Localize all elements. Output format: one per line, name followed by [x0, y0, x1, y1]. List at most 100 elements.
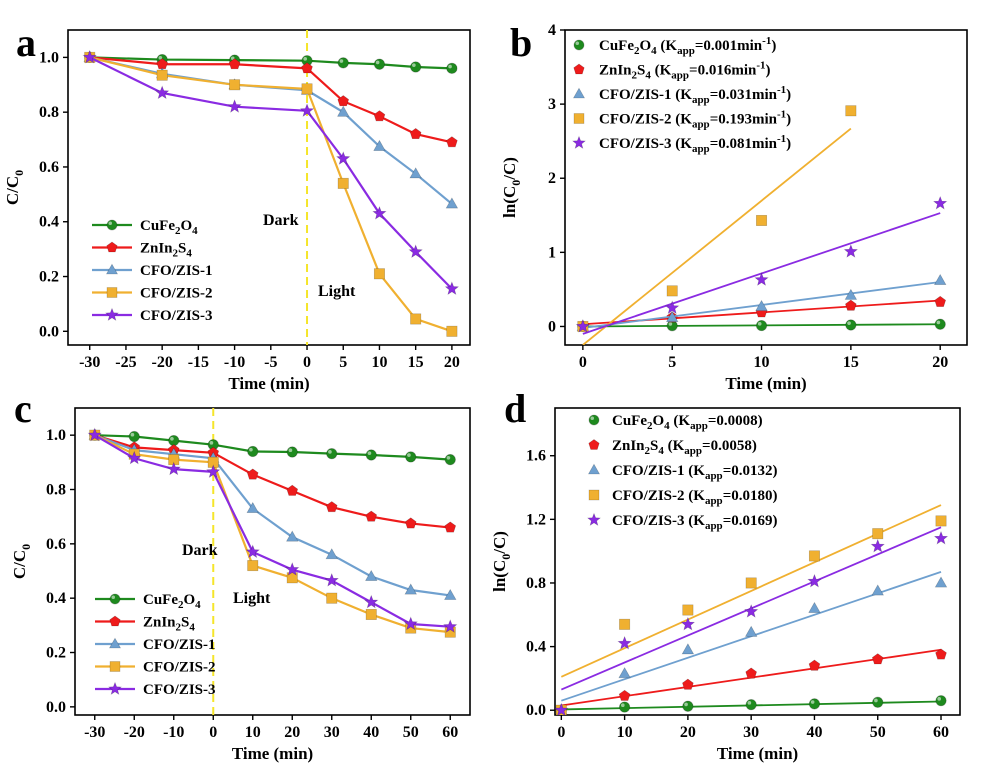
data-point: [934, 318, 946, 330]
x-tick-label: 60: [933, 724, 949, 741]
data-point: [365, 510, 378, 522]
legend-close: ): [752, 438, 757, 454]
legend-base: CFO/ZIS-3: [143, 682, 216, 698]
legend-marker: [573, 113, 585, 124]
x-tick-label: 30: [324, 724, 340, 741]
x-tick-label: 20: [284, 724, 300, 741]
legend-base: ZnIn: [143, 615, 176, 631]
data-point: [286, 446, 298, 458]
data-point-shine: [130, 432, 135, 437]
x-tick-label: 0: [579, 354, 587, 371]
data-point: [755, 319, 768, 332]
data-point: [325, 548, 338, 560]
data-point: [229, 79, 241, 91]
legend-mid: S: [637, 63, 645, 79]
legend-item: ZnIn2S4: [92, 241, 192, 260]
x-tick-label: 40: [806, 724, 822, 741]
data-point-shine: [367, 451, 372, 456]
legend-k: (K: [675, 136, 692, 152]
legend-item: CFO/ZIS-2 (Kapp=0.193min-1): [573, 109, 791, 131]
data-point-shine: [288, 448, 293, 453]
plot-area: [82, 30, 460, 345]
series-znin2s4: [555, 648, 947, 715]
data-point: [808, 659, 821, 671]
legend-k: (K: [675, 87, 692, 103]
x-tick-label: 0: [557, 724, 565, 741]
y-axis-label: ln(C0/C): [500, 157, 523, 218]
legend-item: ZnIn2S4: [95, 615, 195, 634]
legend-item: CFO/ZIS-3: [95, 681, 216, 698]
legend-item: CFO/ZIS-1 (Kapp=0.0132): [587, 463, 778, 482]
legend-sub: 4: [645, 70, 651, 82]
legend: CuFe2O4 (Kapp=0.001min-1) ZnIn2S4 (Kapp=0…: [572, 35, 791, 155]
legend-label: CFO/ZIS-1: [140, 263, 213, 279]
data-point: [446, 62, 458, 74]
x-tick-label: -20: [151, 354, 172, 371]
legend-sub: 2: [634, 45, 640, 57]
legend-k-value: =0.0008: [708, 413, 758, 429]
legend-label: CuFe2O4: [143, 592, 201, 611]
y-tick-label: 0.4: [526, 639, 546, 656]
data-point: [336, 151, 351, 165]
legend-sub: 4: [664, 420, 670, 432]
x-tick-label: 5: [339, 354, 347, 371]
legend-item: CuFe2O4 (Kapp=0.0008): [588, 413, 763, 432]
y-label-post: /C): [490, 531, 509, 555]
y-tick-label: 1.0: [46, 427, 66, 444]
legend-k-sub: app: [692, 143, 710, 155]
series-znin2s4: [88, 429, 457, 533]
legend-k: (K: [673, 413, 690, 429]
data-point: [326, 448, 338, 460]
y-tick-label: 0.0: [39, 323, 59, 340]
y-label-main: C/C: [3, 176, 22, 205]
x-axis-label: Time (min): [725, 374, 806, 393]
data-point: [373, 139, 386, 151]
series-line: [89, 56, 453, 205]
legend-item: CuFe2O4 (Kapp=0.001min-1): [573, 35, 776, 57]
y-tick-label: 1.2: [526, 511, 546, 528]
data-point: [444, 454, 456, 466]
data-point-shine: [446, 455, 451, 460]
x-tick-label: -10: [163, 724, 184, 741]
data-point: [845, 105, 857, 117]
legend-k: (K: [668, 438, 685, 454]
data-point: [247, 445, 259, 458]
x-tick-label: 15: [843, 354, 859, 371]
y-tick-label: 2: [548, 170, 556, 187]
plot-area: [575, 105, 948, 345]
data-point-shine: [620, 703, 625, 708]
y-label-sub: 0: [19, 544, 33, 550]
legend-label: CuFe2O4 (Kapp=0.001min-1): [599, 35, 776, 57]
legend-sub: 2: [645, 445, 651, 457]
legend-base: CuFe: [143, 592, 178, 608]
data-point: [128, 430, 140, 443]
legend-k-sub: app: [671, 70, 689, 82]
legend-marker: [105, 307, 119, 321]
data-point: [808, 601, 821, 613]
data-point: [404, 517, 417, 529]
y-tick-label: 0.6: [39, 159, 59, 176]
data-point: [845, 299, 857, 311]
data-point-shine: [684, 702, 688, 707]
x-tick-label: 10: [617, 724, 633, 741]
x-axis-label: Time (min): [717, 744, 798, 763]
data-point-shine: [668, 322, 673, 326]
legend-base: CFO/ZIS-1: [143, 637, 216, 653]
legend-label: CFO/ZIS-1 (Kapp=0.031min-1): [599, 84, 791, 106]
data-point: [337, 57, 349, 69]
data-point-shine: [303, 57, 308, 61]
data-point: [755, 299, 768, 311]
data-point: [299, 103, 315, 117]
data-point-shine: [407, 453, 411, 457]
legend: CuFe2O4 ZnIn2S4 CFO/ZIS-1 CFO/ZIS-2 CFO/…: [95, 592, 216, 698]
data-point: [127, 450, 142, 465]
legend-close: ): [773, 513, 778, 529]
data-point: [934, 576, 948, 588]
legend-marker: [106, 287, 118, 298]
data-point: [444, 521, 457, 533]
legend-k: (K: [675, 112, 692, 128]
legend-marker: [572, 135, 586, 149]
data-point: [286, 530, 299, 542]
y-tick-label: 1: [548, 244, 556, 261]
legend-label: ZnIn2S4 (Kapp=0.016min-1): [599, 60, 771, 82]
